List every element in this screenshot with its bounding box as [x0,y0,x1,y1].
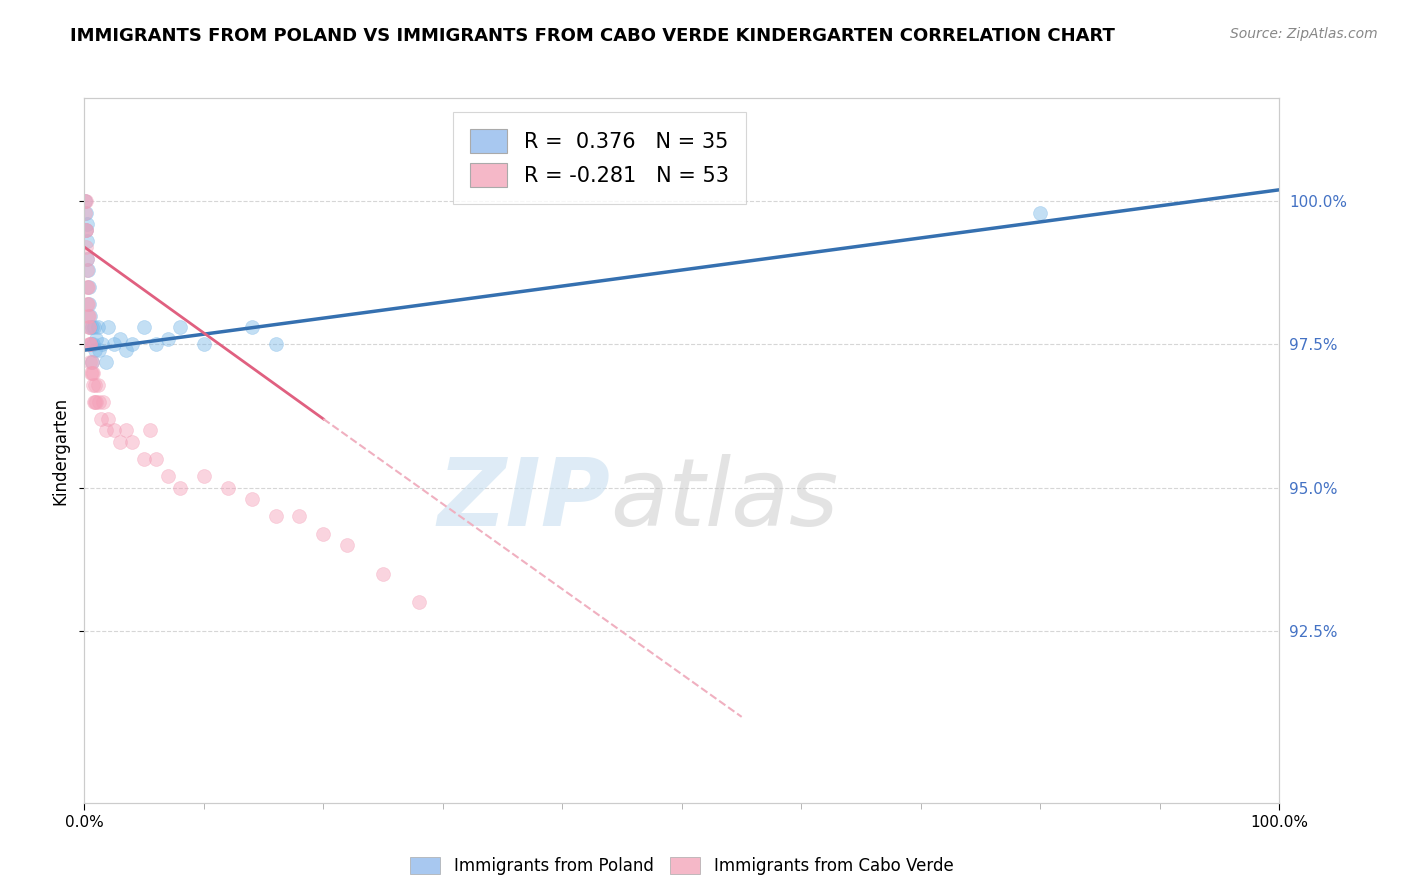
Point [83,394,105,409]
Point [1029,205,1052,219]
Point [80,337,103,351]
Point [86,394,108,409]
Point [145,337,167,351]
Point [77,337,100,351]
Point [94,424,117,438]
Point [82,377,104,392]
Point [76,252,98,266]
Point [75,205,97,219]
Point [97,412,120,426]
Point [76,217,98,231]
Point [79,320,101,334]
Point [77,297,100,311]
Point [82,366,104,380]
Y-axis label: Kindergarten: Kindergarten [51,396,69,505]
Point [93,394,115,409]
Point [73,194,96,209]
Text: IMMIGRANTS FROM POLAND VS IMMIGRANTS FROM CABO VERDE KINDERGARTEN CORRELATION CH: IMMIGRANTS FROM POLAND VS IMMIGRANTS FRO… [70,27,1115,45]
Point [82,354,104,368]
Point [86,332,108,346]
Point [264,509,287,524]
Point [84,394,107,409]
Point [91,337,114,351]
Point [79,337,101,351]
Point [121,434,143,449]
Point [86,320,108,334]
Point [115,343,138,358]
Point [84,343,107,358]
Point [193,469,215,483]
Point [110,434,132,449]
Point [79,320,101,334]
Point [80,354,103,368]
Point [77,309,100,323]
Point [80,320,103,334]
Point [132,320,156,334]
Point [336,538,359,552]
Legend: Immigrants from Poland, Immigrants from Cabo Verde: Immigrants from Poland, Immigrants from … [404,850,960,881]
Point [240,320,263,334]
Point [87,343,110,358]
Point [193,337,215,351]
Point [82,366,104,380]
Point [110,332,132,346]
Point [76,280,98,294]
Point [139,424,162,438]
Point [169,320,191,334]
Point [217,481,239,495]
Point [83,320,105,334]
Point [145,452,167,467]
Point [80,366,103,380]
Point [103,424,125,438]
Point [90,412,112,426]
Point [76,263,98,277]
Point [77,320,100,334]
Point [77,297,100,311]
Point [76,252,98,266]
Point [103,337,125,351]
Text: ZIP: ZIP [437,454,610,546]
Point [75,194,97,209]
Point [75,223,97,237]
Point [86,377,108,392]
Point [79,337,101,351]
Point [97,320,120,334]
Point [79,354,101,368]
Point [77,263,100,277]
Point [76,280,98,294]
Point [76,297,98,311]
Text: atlas: atlas [610,454,838,545]
Point [264,337,287,351]
Point [169,481,191,495]
Point [94,354,117,368]
Point [157,469,180,483]
Point [83,377,105,392]
Point [115,424,138,438]
Point [75,205,97,219]
Point [76,235,98,249]
Point [373,566,395,581]
Point [240,492,263,507]
Point [121,337,143,351]
Point [312,526,335,541]
Point [75,194,97,209]
Point [75,223,97,237]
Point [157,332,180,346]
Point [77,309,100,323]
Point [87,394,110,409]
Point [408,595,430,609]
Point [132,452,156,467]
Text: Source: ZipAtlas.com: Source: ZipAtlas.com [1230,27,1378,41]
Point [75,240,97,254]
Point [77,280,100,294]
Point [288,509,311,524]
Point [79,309,101,323]
Point [75,223,97,237]
Point [82,337,104,351]
